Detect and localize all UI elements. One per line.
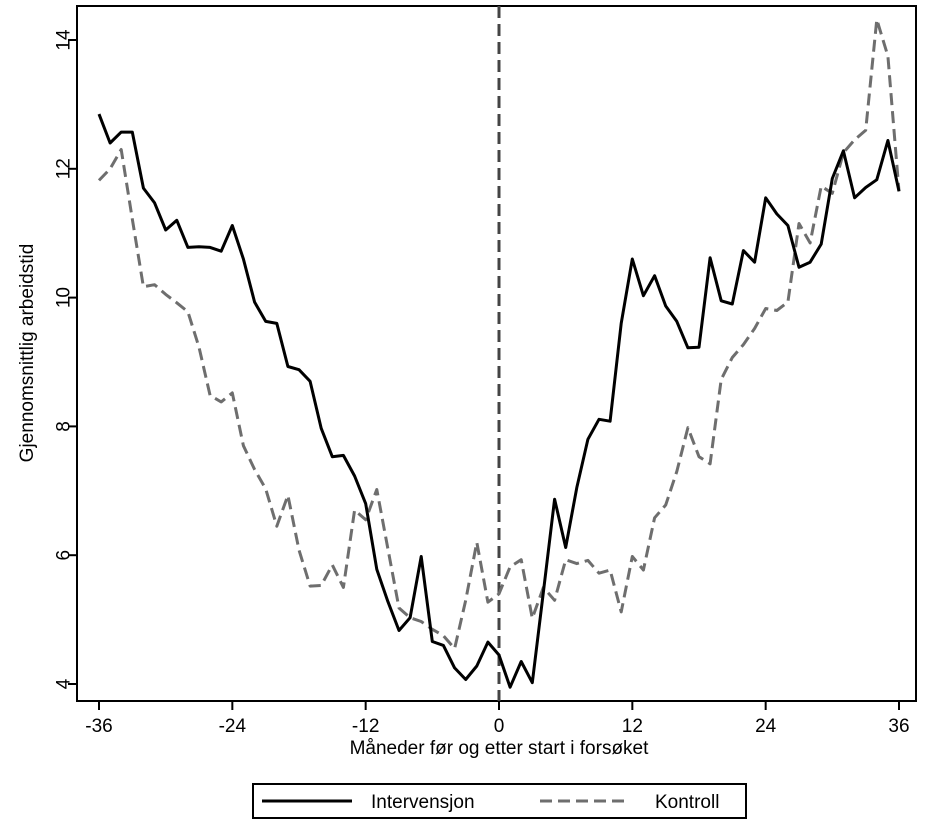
x-tick-label: 12 [622, 716, 643, 737]
y-tick-label: 8 [54, 421, 75, 432]
x-tick-label: -24 [219, 716, 247, 737]
series-layer [97, 17, 901, 689]
y-tick-label: 10 [54, 287, 75, 308]
plot-frame [76, 5, 917, 702]
series-line-intervention [97, 113, 901, 689]
x-axis-title: Måneder før og etter start i forsøket [350, 738, 650, 759]
legend-label-intervention: Intervensjon [371, 792, 475, 813]
axis-layer: -36 -24 -12 0 12 24 36 4 6 8 10 12 14 [54, 29, 910, 737]
x-tick-label: -36 [85, 716, 112, 737]
legend: Intervensjon Kontroll [252, 783, 747, 819]
x-tick-label: 24 [755, 716, 777, 737]
y-tick-label: 4 [54, 678, 75, 689]
x-tick-label: 0 [494, 716, 505, 737]
x-tick-label: -12 [352, 716, 379, 737]
y-axis-title: Gjennomsnittlig arbeidstid [17, 244, 38, 463]
x-tick-label: 36 [888, 716, 909, 737]
series-line-control [97, 17, 901, 651]
legend-label-control: Kontroll [655, 792, 719, 813]
y-tick-label: 6 [54, 550, 75, 561]
y-tick-label: 14 [54, 29, 75, 51]
y-tick-label: 12 [54, 158, 75, 179]
